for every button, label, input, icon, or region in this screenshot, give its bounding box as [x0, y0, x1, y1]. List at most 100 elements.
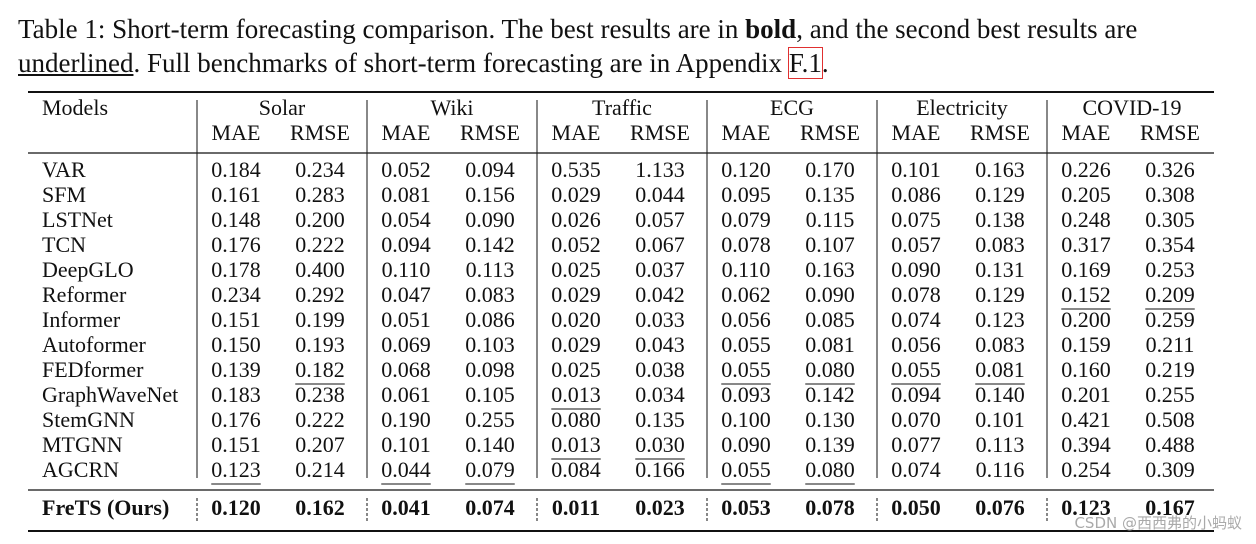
- cell: 0.160: [1061, 357, 1111, 382]
- cell: 0.305: [1145, 207, 1195, 232]
- cell-best: 0.074: [465, 495, 515, 520]
- cell: 0.062: [721, 282, 771, 307]
- cell: 0.020: [551, 307, 601, 332]
- cell: 0.238: [295, 382, 345, 407]
- model-name: Reformer: [42, 282, 127, 307]
- cell: 0.116: [976, 457, 1025, 482]
- cell: 0.255: [1145, 382, 1195, 407]
- cell: 0.107: [805, 232, 855, 257]
- cell: 0.055: [721, 332, 771, 357]
- cell: 0.047: [381, 282, 431, 307]
- metric-header: RMSE: [800, 120, 860, 145]
- cell: 0.178: [211, 257, 261, 282]
- cell-best: 0.041: [381, 495, 431, 520]
- cell: 0.101: [891, 157, 941, 182]
- cell: 0.309: [1145, 457, 1195, 482]
- cell: 0.090: [465, 207, 515, 232]
- caption-underlined: underlined: [18, 48, 134, 78]
- cell: 0.135: [635, 407, 685, 432]
- cell: 0.080: [805, 357, 855, 382]
- cell-best: 0.023: [635, 495, 685, 520]
- cell: 0.086: [465, 307, 515, 332]
- model-name: SFM: [42, 182, 86, 207]
- cell: 0.101: [381, 432, 431, 457]
- cell: 0.074: [891, 457, 941, 482]
- cell: 0.151: [211, 307, 261, 332]
- cell: 0.326: [1145, 157, 1195, 182]
- cell: 0.488: [1145, 432, 1195, 457]
- cell: 0.110: [382, 257, 431, 282]
- cell: 0.150: [211, 332, 261, 357]
- cell: 0.090: [891, 257, 941, 282]
- cell: 0.055: [721, 357, 771, 382]
- cell: 0.067: [635, 232, 685, 257]
- cell-best: 0.120: [211, 495, 261, 520]
- cell: 0.110: [722, 257, 771, 282]
- cell: 0.083: [975, 332, 1025, 357]
- watermark: CSDN @西西弗的小蚂蚁: [1074, 514, 1242, 532]
- dataset-header: COVID-19: [1083, 95, 1182, 120]
- cell: 0.075: [891, 207, 941, 232]
- metric-header: MAE: [212, 120, 261, 145]
- model-name: Autoformer: [42, 332, 147, 357]
- model-name: AGCRN: [42, 457, 119, 482]
- cell: 0.161: [211, 182, 261, 207]
- cell: 0.105: [465, 382, 515, 407]
- cell: 0.100: [721, 407, 771, 432]
- cell-best: 0.011: [552, 495, 600, 520]
- caption-bold: bold: [745, 14, 797, 44]
- cell: 0.421: [1061, 407, 1111, 432]
- cell: 0.131: [975, 257, 1025, 282]
- cell: 0.184: [211, 157, 261, 182]
- metric-header: RMSE: [630, 120, 690, 145]
- cell: 0.103: [465, 332, 515, 357]
- cell: 0.083: [465, 282, 515, 307]
- metric-header: MAE: [892, 120, 941, 145]
- metric-header: MAE: [552, 120, 601, 145]
- cell: 0.199: [295, 307, 345, 332]
- cell: 0.142: [805, 382, 855, 407]
- cell: 0.081: [975, 357, 1025, 382]
- cell: 0.056: [891, 332, 941, 357]
- cell: 0.054: [381, 207, 431, 232]
- cell: 0.354: [1145, 232, 1195, 257]
- cell: 0.176: [211, 232, 261, 257]
- cell: 0.044: [635, 182, 685, 207]
- cell: 0.222: [295, 232, 345, 257]
- cell-best: 0.053: [721, 495, 771, 520]
- model-name: Informer: [42, 307, 121, 332]
- cell: 0.129: [975, 182, 1025, 207]
- metric-header: MAE: [382, 120, 431, 145]
- cell: 0.148: [211, 207, 261, 232]
- model-name: TCN: [42, 232, 86, 257]
- cell: 0.115: [806, 207, 855, 232]
- cell-best: 0.167: [1145, 495, 1195, 520]
- dataset-header: Electricity: [916, 95, 1008, 120]
- model-name: DeepGLO: [42, 257, 134, 282]
- metric-header: MAE: [722, 120, 771, 145]
- cell: 0.129: [975, 282, 1025, 307]
- cell: 0.183: [211, 382, 261, 407]
- cell: 0.098: [465, 357, 515, 382]
- appendix-link[interactable]: F.1: [787, 47, 823, 79]
- metric-header: RMSE: [290, 120, 350, 145]
- metric-header: RMSE: [1140, 120, 1200, 145]
- cell: 0.094: [465, 157, 515, 182]
- cell: 0.074: [891, 307, 941, 332]
- cell: 0.253: [1145, 257, 1195, 282]
- model-name: GraphWaveNet: [42, 382, 178, 407]
- cell: 0.176: [211, 407, 261, 432]
- cell: 0.159: [1061, 332, 1111, 357]
- cell: 0.095: [721, 182, 771, 207]
- cell: 0.138: [975, 207, 1025, 232]
- cell: 0.029: [551, 332, 601, 357]
- metric-header: RMSE: [460, 120, 520, 145]
- model-name: FEDformer: [42, 357, 144, 382]
- caption-text: Table 1: Short-term forecasting comparis…: [18, 14, 746, 44]
- cell: 0.043: [635, 332, 685, 357]
- dataset-header: Solar: [259, 95, 306, 120]
- cell: 0.078: [721, 232, 771, 257]
- cell: 1.133: [635, 157, 685, 182]
- cell: 0.140: [975, 382, 1025, 407]
